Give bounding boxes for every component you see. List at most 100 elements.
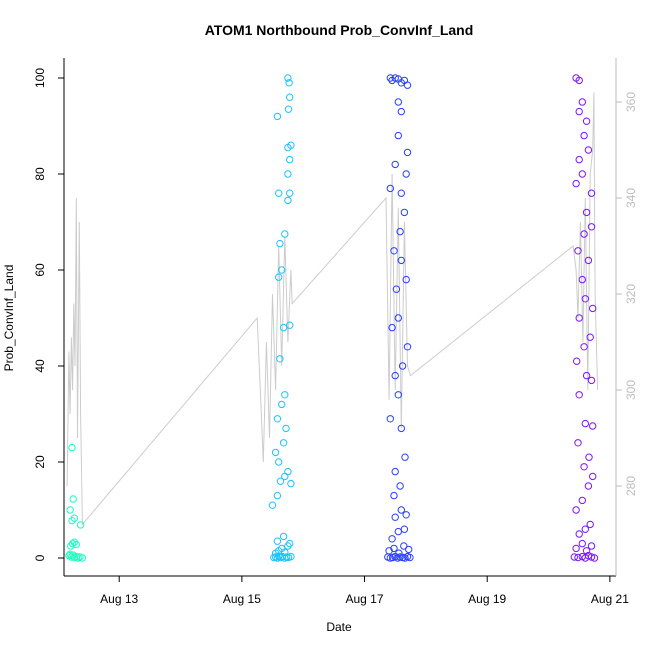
y-axis-ticks: 0 20 40 60 80 100 [33,68,64,561]
scatter-point [76,521,85,529]
scatter-point [578,98,586,106]
x-tick-label: Aug 13 [100,592,138,606]
scatter-point [582,547,591,555]
scatter-point [284,170,292,178]
scatter-point [282,424,290,433]
scatter-point [587,553,596,561]
scatter-point [575,530,583,538]
scatter-point [394,314,402,322]
scatter-point [268,501,277,509]
scatter-point [67,542,75,550]
secondary-y-tick-label: 340 [624,188,638,208]
scatter-point [287,552,295,561]
scatter-point [584,482,593,490]
scatter-point [68,539,77,548]
scatter-point [582,208,591,217]
scatter-point [390,247,398,255]
scatter-point [391,74,399,82]
scatter-point [394,98,402,106]
scatter-point [573,357,581,365]
scatter-point [590,554,599,562]
scatter-point [281,391,289,399]
scatter-point [278,400,286,409]
scatter-point [279,439,288,447]
scatter-point [586,333,594,341]
scatter-point [390,491,398,500]
scatter-point [285,79,293,87]
scatter-point [68,443,76,452]
scatter-point [273,112,282,121]
scatter-point [584,256,593,265]
y-tick-label: 20 [33,455,47,469]
scatter-point [70,514,79,522]
scatter-point [284,467,292,476]
y-tick-label: 0 [33,554,47,561]
secondary-y-tick-label: 320 [624,284,638,304]
scatter-point [574,553,582,562]
scatter-point [286,155,294,164]
scatter-point [394,527,402,536]
secondary-y-tick-label: 300 [624,380,638,400]
scatter-point [386,415,394,423]
scatter-point [279,323,288,332]
scatter-point [281,548,289,556]
scatter-point [586,520,594,529]
scatter-point [392,285,401,293]
scatter-point [574,439,582,447]
x-tick-label: Aug 15 [223,592,261,606]
scatter-point [587,189,596,197]
scatter-point [397,424,405,433]
scatter-point [575,76,583,85]
scatter-point [403,148,412,157]
x-tick-label: Aug 17 [346,592,384,606]
scatter-point [394,391,402,399]
scatter-point [398,362,407,370]
scatter-point [273,554,282,562]
scatter-point [575,155,583,164]
scatter-point [578,275,586,284]
scatter-point [286,539,294,548]
scatter-point [391,513,399,521]
scatter-point [572,179,580,188]
secondary-y-axis-ticks: 280 300 320 340 360 [616,92,638,496]
scatter-point [400,208,409,217]
scatter-point [578,539,586,548]
scatter-point [397,256,405,265]
scatter-point [574,247,582,255]
secondary-line-layer [66,92,599,526]
scatter-point [580,343,588,351]
scatter-point [271,448,280,457]
scatter-point [388,323,396,332]
scatter-point [406,553,414,562]
scatter-point [281,230,289,238]
secondary-y-tick-label: 360 [624,92,638,112]
scatter-point [405,545,413,554]
scatter-point [273,537,282,545]
scatter-point [388,535,396,543]
scatter-point [276,239,284,248]
scatter-point [286,321,294,329]
scatter-point [589,304,597,313]
y-tick-label: 60 [33,263,47,277]
x-tick-label: Aug 19 [468,592,506,606]
scatter-point [275,189,283,197]
scatter-point [401,453,409,461]
scatter-point [589,422,597,430]
y-tick-label: 80 [33,167,47,181]
scatter-point [580,463,588,471]
scatter-point [396,227,404,236]
y-tick-label: 100 [33,68,47,88]
scatter-point [74,554,82,562]
scatter-point [589,472,597,481]
scatter-point [386,184,394,193]
scatter-point [391,371,399,380]
scatter-point [397,506,405,514]
scatter-point [575,107,583,116]
scatter-point [402,275,410,284]
scatter-point [585,453,593,461]
scatter-point [70,538,79,546]
scatter-point [403,343,412,351]
secondary-series-line [66,92,599,526]
scatter-point [276,477,285,485]
